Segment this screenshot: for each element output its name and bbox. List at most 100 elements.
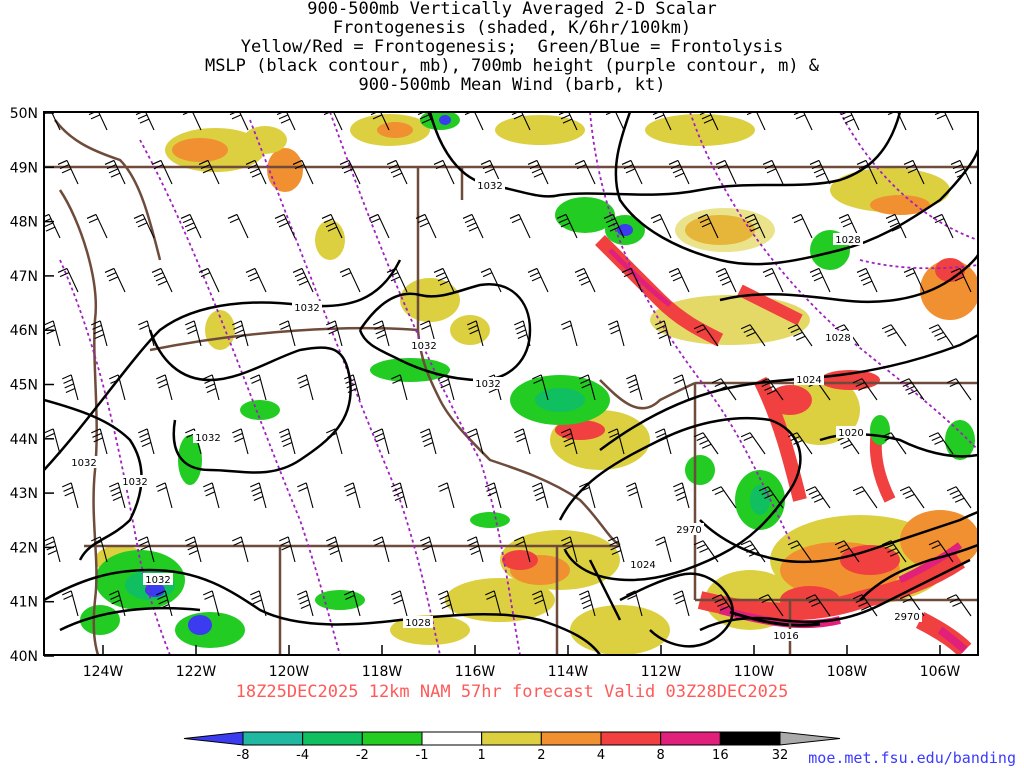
colorbar-segment [302,731,363,746]
wind-barb [135,112,155,131]
wind-barb [693,432,719,455]
contour-label: 1032 [475,379,500,390]
wind-barb [44,320,61,347]
wind-barb [758,378,784,401]
wind-barb [368,213,390,239]
colorbar-label: -1 [416,748,429,763]
wind-barb [608,320,625,347]
wind-barb [561,536,578,563]
wind-barb [438,590,455,617]
wind-barb [532,482,549,509]
wind-barb [203,374,220,401]
credit-link[interactable]: moe.met.fsu.edu/banding [808,749,1016,767]
contour-label-bg [794,373,824,385]
wind-barb [156,374,173,401]
wind-barb [438,482,455,509]
colorbar-segment [600,731,662,746]
contour-label-bg [120,475,150,487]
colorbar: -8 -4 -2 -1 1 2 4 8 16 32 [183,731,841,763]
contour-label: 1028 [825,333,850,344]
contour-label-bg [823,331,853,343]
lat-label: 46N [10,323,38,339]
wind-barb [899,378,925,401]
wind-barb [608,428,625,455]
wind-barb [693,540,719,563]
wind-barb [91,536,108,563]
contour-label-bg [409,339,439,351]
wind-barb [62,482,79,509]
title-line-2: Frontogenesis (shaded, K/6hr/100km) [332,18,692,38]
wind-barb [438,374,455,401]
wind-barb [881,324,907,347]
wind-barb [740,324,766,347]
contour-label-bg [628,558,658,570]
wind-barb [344,482,361,509]
wind-barb [579,590,596,617]
wind-barb [791,213,813,239]
wind-barb [928,540,954,563]
wind-barb [946,594,972,617]
colorbar-label: 32 [772,748,789,763]
wind-barb [279,320,296,347]
wind-barb [758,594,784,617]
wind-barb [109,590,126,617]
lon-label: 122W [176,664,217,680]
wind-barb [655,536,672,563]
colorbar-label: -8 [237,748,250,763]
wind-barb [373,320,390,347]
wind-barb [514,536,531,563]
wind-barb [109,374,126,401]
wind-barb [151,267,173,293]
contour-label: 1032 [195,433,220,444]
wind-barb [744,213,766,239]
wind-barb [932,213,954,239]
wind-barb [86,213,108,239]
wind-barb [462,213,484,239]
wind-barb [250,374,267,401]
wind-barb [62,590,79,617]
wind-barb [232,428,249,455]
contour-label-bg [143,573,173,585]
wind-barb [138,320,155,347]
wind-barb [852,378,878,401]
contour-label: 1032 [122,477,147,488]
wind-barb [626,374,643,401]
wind-barb [203,590,220,617]
colorbar-label: -4 [296,748,309,763]
wind-barb [91,428,108,455]
lat-label: 47N [10,269,38,285]
wind-barbs [44,112,972,617]
wind-barb [579,374,596,401]
wind-barb [740,432,766,455]
wind-barb [339,159,361,185]
wind-barb [344,590,361,617]
contour-label: 1032 [477,181,502,192]
wind-barb [881,432,907,455]
lon-label: 118W [362,664,403,680]
wind-barb [621,159,643,185]
wind-barb [156,482,173,509]
wind-barb [57,267,79,293]
wind-barb [420,536,437,563]
contour-label-bg [193,431,223,443]
lat-label: 43N [10,486,38,502]
wind-barb [279,536,296,563]
wind-barb [603,213,625,239]
wind-barb [386,267,408,293]
contour-label: 1016 [773,631,798,642]
title-line-3: Yellow/Red = Frontogenesis; Green/Blue =… [240,37,784,57]
wind-barb [467,428,484,455]
colorbar-segment [660,731,721,746]
wind-barb [928,324,954,347]
contour-label: 1028 [405,618,430,629]
contour-label-bg [833,233,863,245]
wind-barb [62,374,79,401]
wind-barb [344,374,361,401]
wind-barb [787,432,813,455]
wind-barb [44,428,61,455]
wind-barb [198,159,220,185]
lat-label: 50N [10,106,38,122]
map-frame [43,111,979,656]
wind-barb [556,213,578,239]
